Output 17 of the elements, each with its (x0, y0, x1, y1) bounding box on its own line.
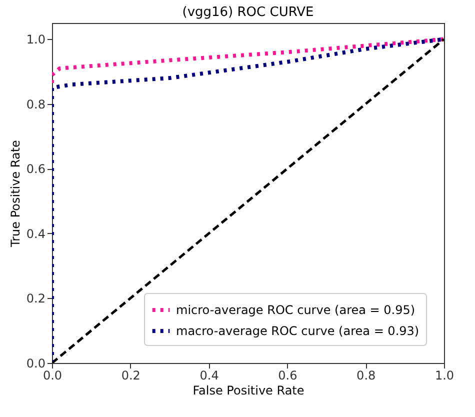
legend-label: micro-average ROC curve (area = 0.95) (176, 303, 416, 317)
y-tick-label: 1.0 (26, 32, 46, 47)
x-tick-label: 0.2 (121, 368, 140, 382)
x-tick-label: 1.0 (434, 368, 454, 382)
x-tick-label: 0.0 (42, 368, 62, 382)
legend-label: macro-average ROC curve (area = 0.93) (176, 324, 420, 338)
y-tick-label: 0.2 (26, 292, 46, 306)
x-tick-label: 0.6 (278, 368, 298, 382)
x-tick-label: 0.4 (200, 368, 219, 382)
y-tick-label: 0.0 (26, 356, 46, 370)
y-tick-label: 0.4 (26, 226, 46, 241)
y-axis-title: True Positive Rate (8, 140, 22, 248)
y-tick-label: 0.8 (26, 97, 46, 112)
x-tick-label: 0.8 (356, 368, 376, 382)
y-tick-label: 0.6 (26, 162, 46, 176)
chart-title: (vgg16) ROC CURVE (182, 5, 314, 20)
x-axis-title: False Positive Rate (192, 384, 304, 398)
